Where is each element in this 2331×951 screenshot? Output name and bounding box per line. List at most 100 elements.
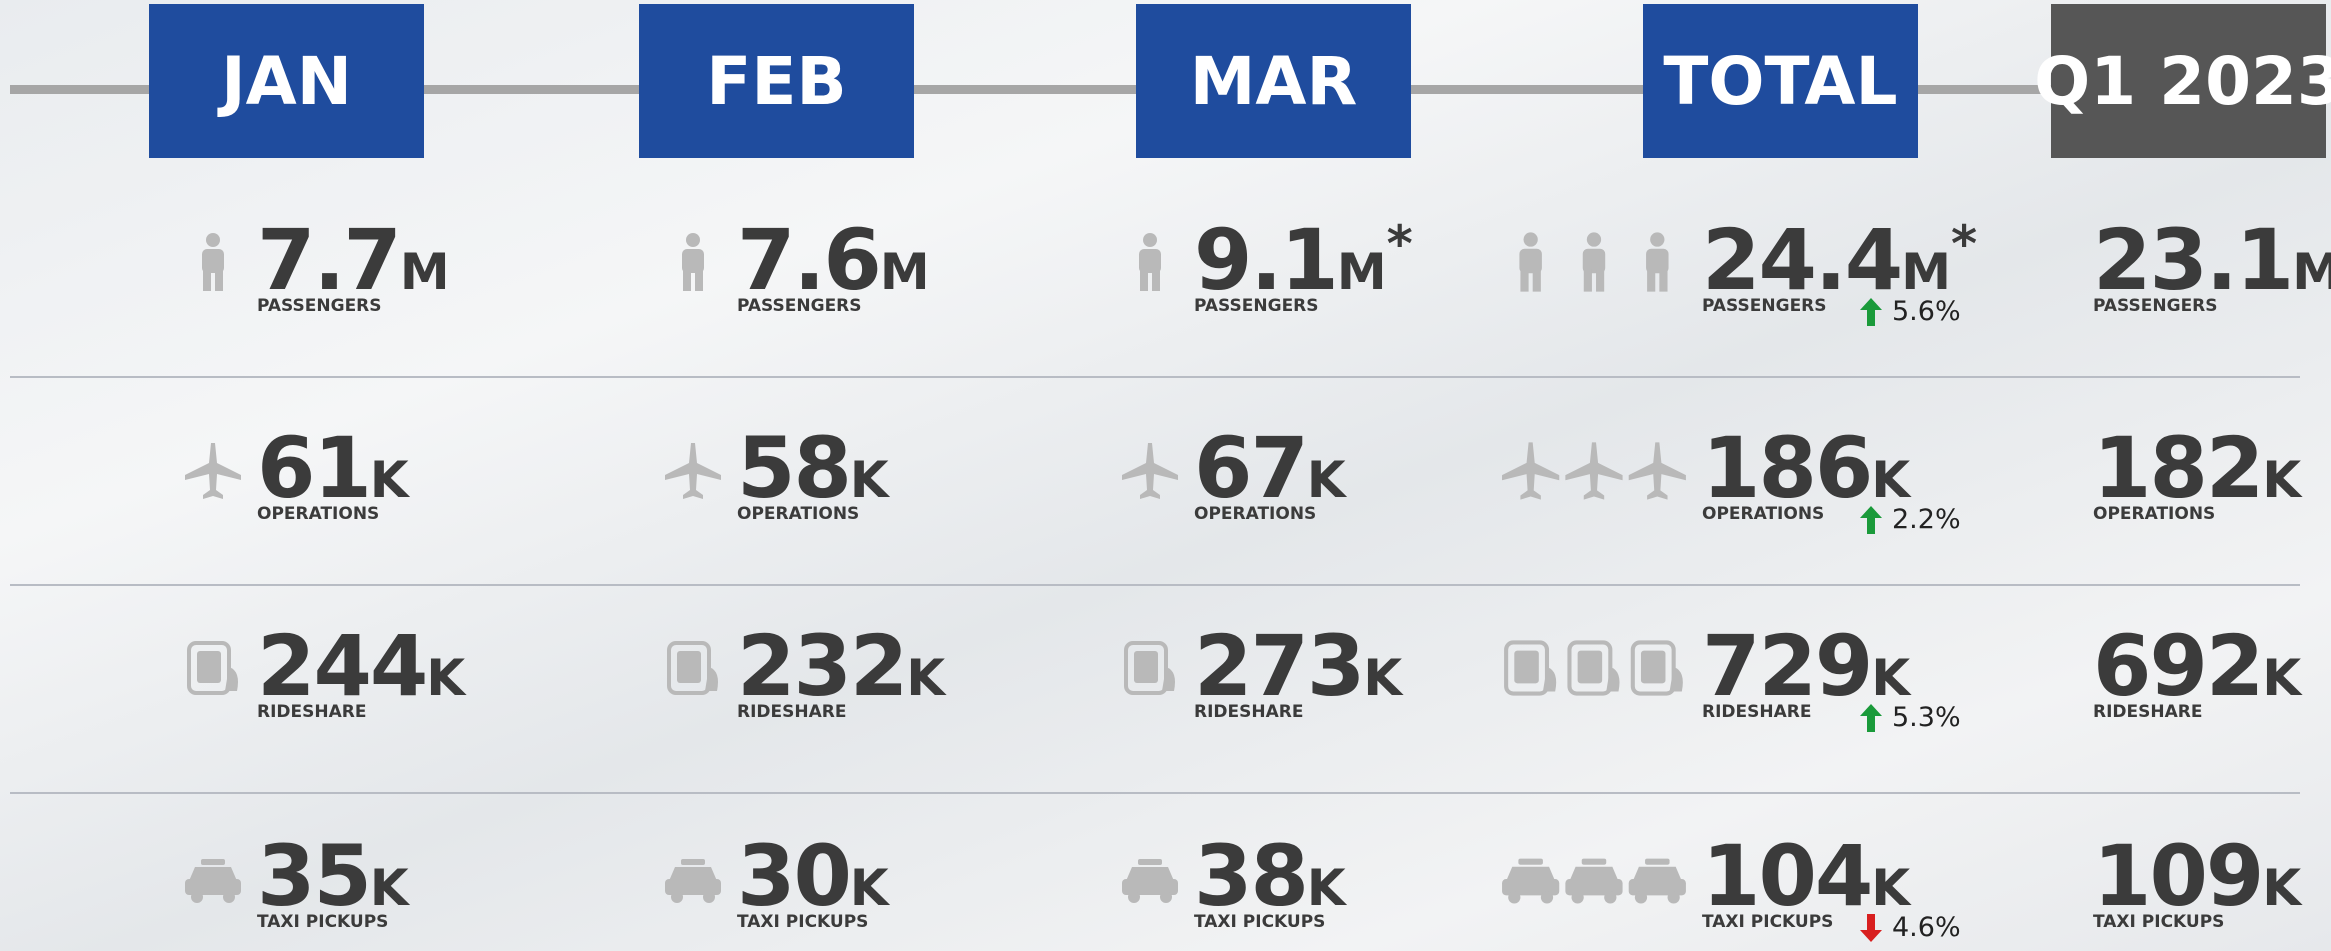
value-note: * — [1951, 215, 1977, 273]
change-arrow — [1860, 506, 1882, 534]
value-number: 35 — [257, 827, 370, 925]
value-number: 244 — [257, 617, 426, 715]
person-icon — [1120, 230, 1182, 294]
value-unit: M — [2292, 243, 2331, 301]
icon-shape — [1578, 651, 1603, 684]
metric-label: OPERATIONS — [1194, 504, 1316, 524]
icon-shape — [665, 443, 721, 499]
arrow-shape — [1860, 298, 1882, 326]
metric-label: PASSENGERS — [1702, 296, 1827, 316]
icon-shape — [1508, 891, 1520, 903]
metric-label: TAXI PICKUPS — [257, 912, 388, 932]
value-number: 7.6 — [737, 211, 880, 309]
value-unit: M — [1901, 243, 1951, 301]
value-unit: K — [1871, 451, 1910, 509]
icon-shape — [686, 233, 700, 247]
value-note: * — [1387, 215, 1413, 273]
icon-shape — [223, 891, 235, 903]
icon-shape — [1502, 859, 1559, 904]
value-number: 109 — [2093, 827, 2262, 925]
metric-value: 186K — [1702, 426, 1910, 510]
metric-value: 24.4M* — [1702, 218, 1977, 302]
change-arrow — [1860, 914, 1882, 942]
change-arrow — [1860, 298, 1882, 326]
icon-shape — [665, 443, 721, 499]
phone-icon — [663, 636, 725, 700]
icon-shape — [185, 859, 241, 903]
value-number: 67 — [1194, 419, 1307, 517]
metric-label: PASSENGERS — [737, 296, 862, 316]
value-number: 729 — [1702, 617, 1871, 715]
icon-shape — [1122, 443, 1178, 499]
phone-icon — [1120, 636, 1182, 700]
icon-shape — [215, 269, 223, 291]
arrow-shape — [1860, 914, 1882, 942]
metric-label: PASSENGERS — [257, 296, 382, 316]
icon-shape — [705, 667, 718, 691]
icon-shape — [1152, 269, 1160, 291]
icon-shape — [1514, 651, 1539, 684]
icon-shape — [1565, 442, 1622, 499]
metric-label: OPERATIONS — [737, 504, 859, 524]
change-text: 5.3% — [1892, 702, 1961, 733]
icon-shape — [1604, 891, 1616, 903]
value-number: 7.7 — [257, 211, 400, 309]
metric-value: 729K — [1702, 624, 1910, 708]
icon-shape — [189, 867, 237, 881]
value-unit: K — [370, 451, 409, 509]
icon-shape — [197, 651, 221, 683]
icon-shape — [671, 891, 683, 903]
icon-shape — [683, 269, 691, 291]
value-number: 104 — [1702, 827, 1871, 925]
value-number: 232 — [737, 617, 906, 715]
icon-shape — [185, 443, 241, 499]
column-header: MAR — [1136, 4, 1411, 158]
row-separator — [10, 376, 2300, 378]
value-number: 186 — [1702, 419, 1871, 517]
metric-value: 61K — [257, 426, 409, 510]
icon-shape — [682, 233, 704, 291]
icon-shape — [1523, 232, 1537, 246]
taxi-icon — [663, 846, 725, 910]
value-unit: K — [1307, 451, 1346, 509]
row-separator — [10, 584, 2300, 586]
icon-shape — [681, 859, 705, 865]
icon-shape — [1587, 232, 1601, 246]
infographic: JAN7.7MPASSENGERS61KOPERATIONS244KRIDESH… — [0, 0, 2331, 951]
value-number: 9.1 — [1194, 211, 1337, 309]
metric-label: TAXI PICKUPS — [1702, 912, 1833, 932]
icon-shape — [1143, 233, 1157, 247]
column-header: FEB — [639, 4, 914, 158]
column-header: TOTAL — [1643, 4, 1918, 158]
icon-shape — [203, 269, 211, 291]
change-text: 5.6% — [1892, 296, 1961, 327]
row-separator — [10, 792, 2300, 794]
metric-label: PASSENGERS — [1194, 296, 1319, 316]
plane-icon — [1500, 438, 1690, 502]
icon-shape — [1506, 642, 1556, 693]
value-unit: K — [1871, 649, 1910, 707]
metric-value: 109K — [2093, 834, 2301, 918]
metric-value: 38K — [1194, 834, 1346, 918]
icon-shape — [1645, 859, 1670, 865]
icon-shape — [1533, 269, 1541, 291]
taxi-icon — [183, 846, 245, 910]
metric-label: TAXI PICKUPS — [2093, 912, 2224, 932]
icon-shape — [1565, 442, 1622, 499]
icon-shape — [1140, 269, 1148, 291]
column-header: JAN — [149, 4, 424, 158]
metric-label: TAXI PICKUPS — [1194, 912, 1325, 932]
person-icon — [663, 230, 725, 294]
value-unit: K — [1871, 859, 1910, 917]
change: 4.6% — [1860, 912, 1961, 943]
metric-value: 30K — [737, 834, 889, 918]
icon-shape — [1641, 651, 1666, 684]
metric-value: 182K — [2093, 426, 2301, 510]
icon-shape — [1541, 891, 1553, 903]
metric-value: 35K — [257, 834, 409, 918]
change-text: 4.6% — [1892, 912, 1961, 943]
icon-shape — [677, 651, 701, 683]
icon-shape — [191, 891, 203, 903]
metric-value: 9.1M* — [1194, 218, 1413, 302]
icon-shape — [1565, 859, 1622, 904]
